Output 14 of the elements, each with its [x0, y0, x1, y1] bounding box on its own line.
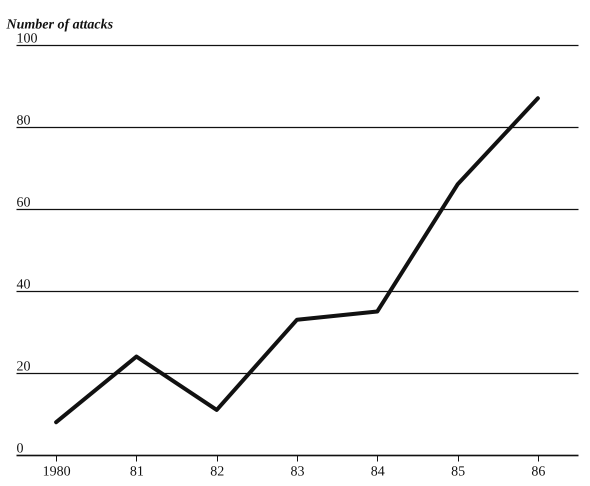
- y-tick-label: 60: [16, 196, 30, 210]
- x-tick-label: 86: [531, 464, 546, 480]
- x-tick-label: 81: [130, 464, 144, 480]
- x-tick-label: 84: [370, 464, 385, 480]
- y-tick-label: 40: [16, 278, 30, 292]
- y-tick-label: 80: [16, 114, 30, 128]
- y-tick-label: 100: [16, 32, 38, 46]
- y-tick-label: 20: [16, 360, 30, 374]
- x-tick-label: 1980: [42, 464, 71, 480]
- x-tick-label: 85: [451, 464, 466, 480]
- x-tick-label: 82: [210, 464, 224, 480]
- y-tick-label: 0: [16, 442, 24, 456]
- y-axis-title: Number of attacks: [6, 18, 114, 32]
- x-tick-label: 83: [290, 464, 304, 480]
